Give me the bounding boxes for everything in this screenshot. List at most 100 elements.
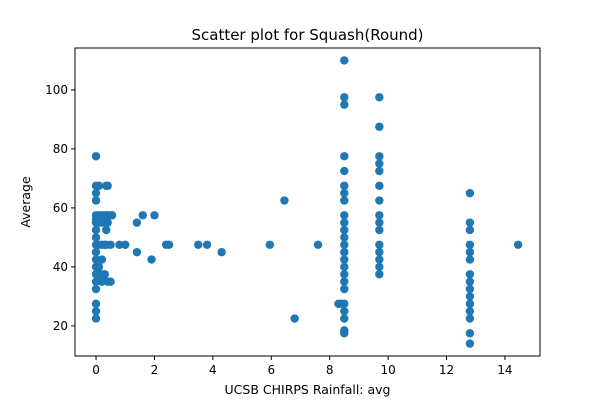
data-point xyxy=(465,247,475,257)
plot-frame xyxy=(74,47,541,357)
data-point xyxy=(106,277,115,286)
data-point xyxy=(340,329,349,338)
data-point xyxy=(138,211,147,220)
x-tick-label: 8 xyxy=(326,363,334,377)
data-point xyxy=(465,284,475,294)
data-point xyxy=(465,218,475,227)
data-point xyxy=(375,211,384,220)
data-point xyxy=(340,56,349,65)
data-point xyxy=(340,262,349,272)
data-point xyxy=(91,247,101,257)
data-point xyxy=(375,181,384,190)
data-point xyxy=(375,159,384,168)
data-point xyxy=(102,225,111,235)
data-point xyxy=(132,218,142,227)
data-point xyxy=(465,255,475,264)
data-point xyxy=(340,196,349,205)
data-point xyxy=(465,292,475,301)
data-point xyxy=(513,240,523,249)
data-point xyxy=(465,240,475,249)
y-axis: 20 40 60 80 100 xyxy=(45,83,75,333)
data-point xyxy=(115,240,124,249)
data-point xyxy=(100,270,109,279)
data-point xyxy=(107,211,117,220)
data-point xyxy=(340,306,349,316)
data-point xyxy=(91,277,101,286)
data-point xyxy=(375,122,384,131)
data-point xyxy=(465,329,475,338)
data-point xyxy=(375,270,384,279)
data-point xyxy=(91,314,101,323)
data-point xyxy=(465,270,475,279)
data-point xyxy=(91,225,101,235)
data-point xyxy=(91,299,101,308)
chart-title: Scatter plot for Squash(Round) xyxy=(191,26,423,44)
data-point xyxy=(340,240,349,249)
data-point xyxy=(465,277,475,286)
data-point xyxy=(340,314,349,323)
data-point xyxy=(465,188,475,198)
data-point xyxy=(194,240,203,249)
data-point xyxy=(91,196,101,205)
data-point xyxy=(91,255,101,264)
data-point xyxy=(91,306,101,316)
data-point xyxy=(340,233,349,242)
data-point xyxy=(375,262,384,272)
data-point xyxy=(164,240,174,249)
data-point xyxy=(340,166,349,176)
data-point xyxy=(147,255,156,264)
x-tick-label: 0 xyxy=(92,363,100,377)
data-point xyxy=(340,181,349,190)
data-point xyxy=(265,240,275,249)
data-point xyxy=(132,247,142,257)
data-point xyxy=(340,255,349,264)
data-point xyxy=(217,247,226,257)
data-point xyxy=(465,339,475,348)
x-tick-label: 4 xyxy=(209,363,217,377)
data-point xyxy=(340,93,349,102)
data-point xyxy=(465,225,475,235)
data-point xyxy=(340,270,349,279)
data-point xyxy=(375,218,384,227)
data-point xyxy=(375,240,384,249)
data-point xyxy=(121,240,130,249)
data-point xyxy=(340,188,349,198)
data-point xyxy=(375,93,384,102)
data-point xyxy=(340,152,349,161)
data-point xyxy=(340,299,349,308)
data-point xyxy=(465,306,475,316)
data-point xyxy=(290,314,299,323)
x-axis-label: UCSB CHIRPS Rainfall: avg xyxy=(225,382,391,397)
data-point xyxy=(106,240,115,249)
data-point xyxy=(202,240,212,249)
y-tick-label: 80 xyxy=(53,142,68,156)
data-point xyxy=(94,262,104,272)
data-point xyxy=(340,218,349,227)
data-point xyxy=(375,152,384,161)
y-tick-label: 20 xyxy=(53,319,68,333)
data-point xyxy=(313,240,323,249)
data-point xyxy=(340,225,349,235)
data-point xyxy=(97,277,107,286)
data-point xyxy=(375,196,384,205)
x-tick-label: 14 xyxy=(497,363,512,377)
x-tick-label: 6 xyxy=(267,363,275,377)
data-point xyxy=(91,233,101,242)
y-tick-label: 60 xyxy=(53,201,68,215)
x-tick-label: 2 xyxy=(151,363,159,377)
y-tick-label: 40 xyxy=(53,260,68,274)
data-point xyxy=(465,299,475,308)
x-axis: 0 2 4 6 8 10 12 14 xyxy=(92,356,513,377)
x-tick-label: 10 xyxy=(380,363,395,377)
data-point xyxy=(340,277,349,286)
data-point xyxy=(340,284,349,294)
data-point xyxy=(103,181,112,190)
data-point xyxy=(94,181,104,190)
data-point xyxy=(340,211,349,220)
data-point xyxy=(103,218,112,227)
data-point xyxy=(91,188,101,198)
data-point xyxy=(340,247,349,257)
data-point xyxy=(280,196,289,205)
